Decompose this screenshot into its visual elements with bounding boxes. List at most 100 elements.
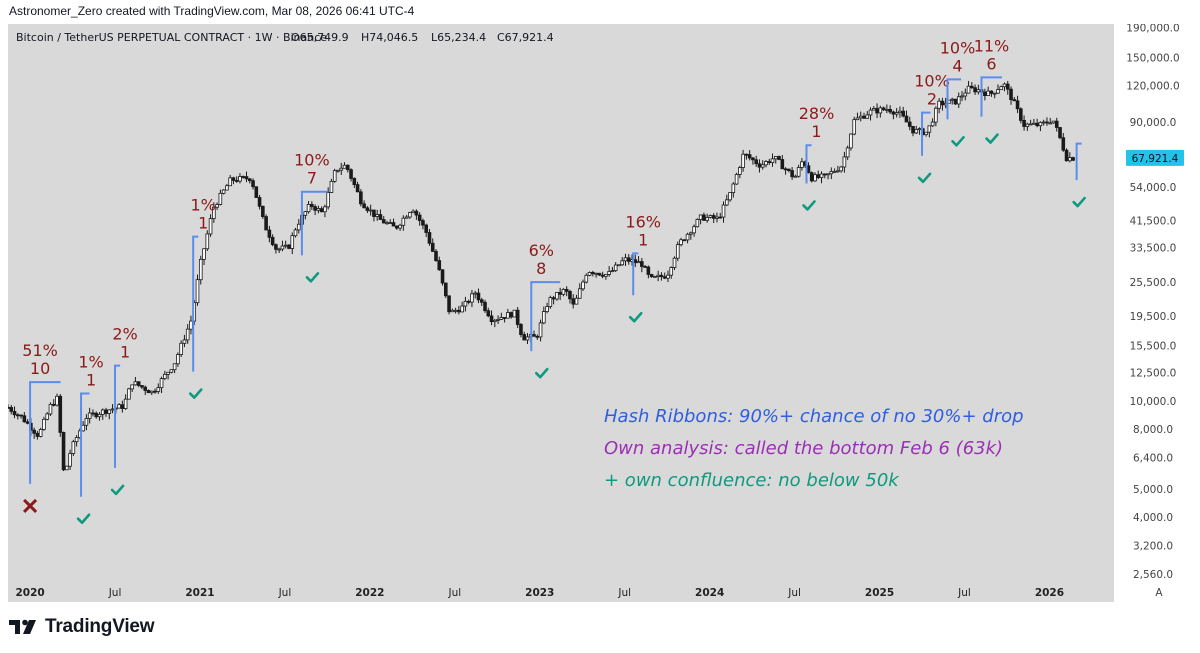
candle-up: [705, 216, 709, 221]
candle-down: [747, 154, 752, 159]
candle-up: [470, 293, 474, 303]
hash-ribbon-marker: [946, 78, 962, 120]
candle-up: [692, 226, 696, 234]
candle-up: [924, 131, 928, 136]
time-tick-label: 2023: [525, 587, 554, 599]
tradingview-logo-icon: [9, 619, 36, 634]
candle-down: [437, 260, 442, 271]
candle-up: [182, 339, 187, 344]
candle-down: [643, 266, 647, 268]
signal-count-label: 10: [30, 359, 50, 378]
candle-up: [290, 235, 295, 249]
signal-count-label: 7: [307, 169, 317, 188]
candle-up: [189, 320, 193, 330]
footer-brand[interactable]: TradingView: [45, 616, 155, 637]
price-chart[interactable]: 51%10 1%12%11%110%76%816%128%110%210%411%…: [8, 24, 1192, 602]
candle-down: [254, 186, 259, 198]
check-icon: [951, 136, 965, 147]
candle-down: [51, 403, 56, 406]
price-tick-label: 25,500.0: [1130, 277, 1177, 289]
candle-down: [424, 224, 428, 233]
candle-up: [898, 110, 902, 114]
candle-down: [571, 298, 576, 305]
candle-down: [597, 272, 602, 276]
candle-down: [1009, 88, 1013, 101]
time-tick-label: Jul: [447, 587, 461, 599]
signal-percent-label: 10%: [914, 72, 950, 91]
candle-up: [917, 128, 922, 131]
signal-percent-label: 1%: [78, 353, 103, 372]
chart-area[interactable]: 51% 10 1% 1 2% 1 1% 1 10% 7 6% 8 16% 1 28% 1 10% 2 10% 4 11%…: [8, 24, 1192, 602]
candle-up: [728, 192, 732, 201]
auto-scale-button[interactable]: A: [1155, 587, 1163, 599]
candle-up: [679, 239, 683, 246]
candle-down: [783, 168, 788, 171]
candle-up: [368, 209, 373, 212]
candle-up: [316, 208, 321, 211]
candle-down: [12, 410, 17, 416]
signal-count-label: 1: [86, 371, 96, 390]
candle-down: [875, 108, 879, 114]
price-tick-label: 10,000.0: [1130, 396, 1177, 408]
candle-down: [372, 209, 376, 217]
time-tick-label: 2020: [15, 587, 44, 599]
candle-up: [404, 216, 409, 219]
hash-ribbon-marker: [80, 392, 90, 497]
signal-percent-label: 10%: [294, 151, 330, 170]
candle-down: [479, 299, 484, 303]
candle-up: [607, 271, 611, 275]
candle-up: [100, 409, 105, 415]
candle-down: [274, 244, 278, 250]
candle-up: [463, 300, 468, 307]
candle-down: [270, 236, 275, 246]
symbol-title[interactable]: Bitcoin / TetherUS PERPETUAL CONTRACT · …: [16, 31, 327, 44]
candle-up: [277, 248, 281, 251]
candle-up: [927, 125, 932, 133]
candle-up: [574, 297, 579, 305]
candle-down: [744, 153, 749, 156]
candle-up: [156, 387, 161, 392]
candle-down: [515, 309, 520, 325]
candle-down: [352, 178, 357, 185]
signal-count-label: 1: [120, 343, 130, 362]
candle-down: [1005, 83, 1010, 90]
candle-up: [388, 222, 393, 224]
candle-down: [754, 159, 758, 165]
candle-up: [453, 309, 458, 312]
signal-percent-label: 10%: [940, 38, 976, 57]
candle-up: [545, 306, 549, 312]
price-tick-label: 15,500.0: [1130, 340, 1177, 352]
candle-up: [525, 336, 530, 341]
candle-up: [878, 107, 883, 114]
candle-up: [760, 164, 765, 168]
candle-down: [146, 390, 151, 394]
candle-up: [176, 354, 180, 365]
candle-down: [443, 282, 448, 297]
candle-down: [591, 272, 595, 275]
candle-down: [626, 257, 631, 262]
candle-down: [466, 300, 471, 303]
candle-down: [1022, 119, 1026, 127]
check-icon: [1072, 196, 1086, 208]
candle-up: [561, 288, 566, 295]
candle-up: [865, 114, 870, 119]
signal-percent-label: 16%: [625, 212, 661, 231]
candle-down: [633, 259, 638, 264]
candle-up: [133, 381, 138, 386]
candle-down: [417, 214, 422, 221]
price-tick-label: 3,200.0: [1133, 540, 1173, 552]
candle-down: [427, 232, 432, 244]
candle-up: [450, 309, 455, 313]
candle-up: [839, 166, 843, 172]
candle-up: [1048, 122, 1053, 125]
time-tick-label: 2022: [355, 587, 384, 599]
candle-down: [816, 174, 821, 178]
check-icon: [110, 484, 125, 496]
price-tick-label: 2,560.0: [1133, 569, 1173, 581]
candle-up: [829, 171, 834, 175]
candle-down: [251, 180, 255, 188]
candle-up: [610, 270, 615, 272]
candle-up: [934, 107, 938, 123]
candle-up: [280, 245, 285, 250]
candle-up: [976, 89, 981, 93]
